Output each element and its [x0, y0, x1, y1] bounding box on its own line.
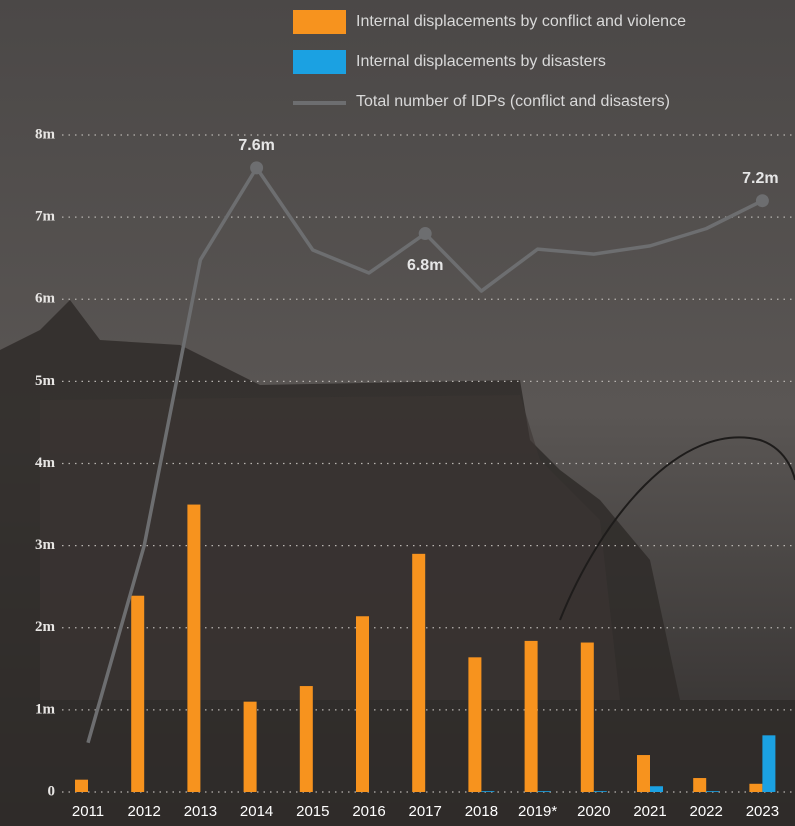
bar — [650, 786, 663, 792]
bar — [481, 791, 495, 792]
x-tick-label: 2016 — [352, 803, 385, 820]
x-tick-label: 2017 — [409, 803, 442, 820]
bar — [706, 791, 720, 792]
value-label: 7.2m — [742, 170, 778, 187]
x-tick-label: 2022 — [690, 803, 723, 820]
y-tick-label: 2m — [35, 619, 56, 635]
x-tick-label: 2014 — [240, 803, 273, 820]
x-tick-label: 2018 — [465, 803, 498, 820]
x-tick-label: 2012 — [128, 803, 161, 820]
x-tick-label: 2019* — [518, 803, 557, 820]
x-tick-label: 2023 — [746, 803, 779, 820]
bar — [131, 595, 145, 792]
legend-label: Internal displacements by disasters — [356, 53, 606, 70]
legend-swatch — [293, 10, 346, 34]
bar — [412, 553, 426, 792]
bar — [693, 778, 707, 792]
x-tick-label: 2020 — [577, 803, 610, 820]
y-tick-label: 0 — [48, 783, 56, 799]
bar — [468, 657, 482, 792]
value-label: 6.8m — [407, 257, 443, 274]
x-tick-label: 2013 — [184, 803, 217, 820]
bar — [356, 616, 369, 792]
bar — [243, 701, 257, 792]
legend-swatch — [293, 50, 346, 74]
y-tick-label: 6m — [35, 291, 56, 307]
background-wall — [40, 395, 620, 700]
bar — [580, 642, 594, 792]
bar — [524, 640, 538, 792]
bar — [593, 791, 607, 792]
legend-label: Total number of IDPs (conflict and disas… — [356, 93, 670, 110]
bar — [75, 779, 88, 792]
line-marker — [418, 227, 432, 241]
bar — [299, 686, 313, 792]
y-tick-label: 4m — [35, 455, 56, 471]
y-tick-label: 7m — [35, 209, 56, 225]
line-marker — [250, 161, 264, 175]
background-wire — [559, 436, 795, 621]
y-tick-label: 5m — [35, 373, 56, 389]
bar — [187, 504, 201, 792]
x-tick-label: 2011 — [72, 803, 104, 820]
bar — [537, 791, 551, 792]
bar — [637, 755, 650, 792]
value-label: 7.6m — [238, 137, 274, 154]
y-tick-label: 3m — [35, 537, 56, 553]
x-tick-label: 2021 — [633, 803, 666, 820]
y-tick-label: 8m — [35, 126, 56, 142]
x-tick-label: 2015 — [296, 803, 329, 820]
bar — [762, 735, 776, 792]
y-tick-label: 1m — [35, 701, 56, 717]
line-marker — [755, 194, 769, 208]
bar — [749, 783, 763, 792]
legend-label: Internal displacements by conflict and v… — [356, 13, 686, 30]
